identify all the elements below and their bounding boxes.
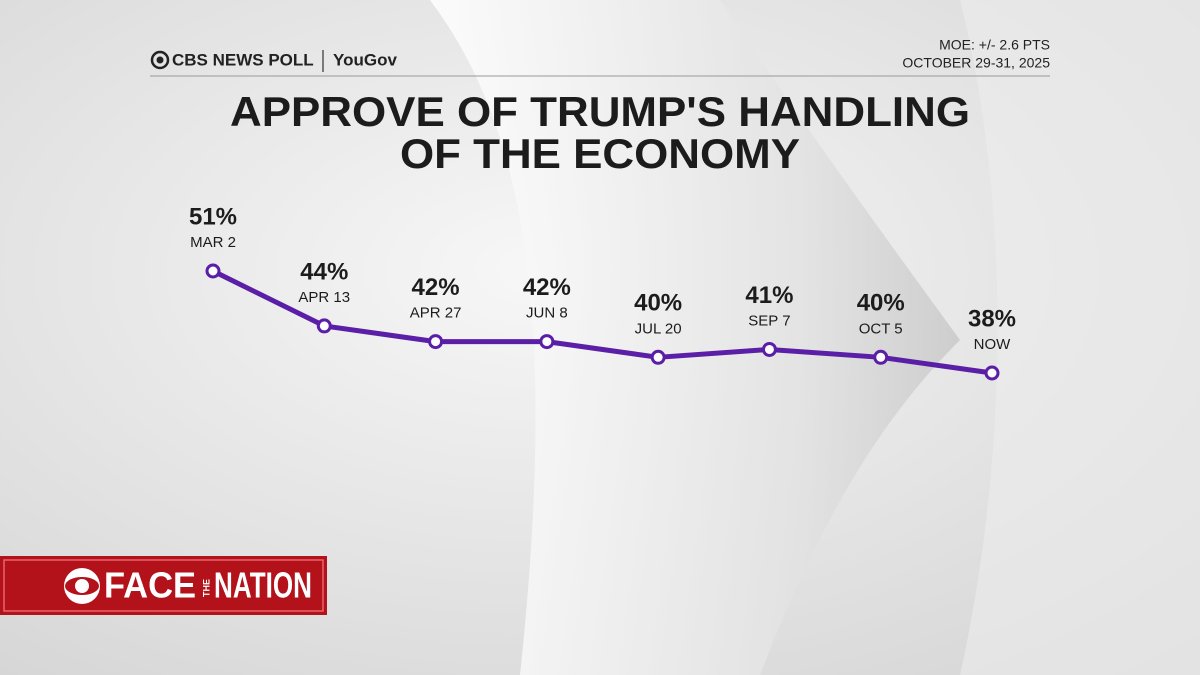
logo-border	[3, 559, 324, 612]
category-label: JUN 8	[526, 305, 568, 322]
category-label: MAR 2	[190, 234, 236, 251]
logo-nation: NATION	[214, 565, 312, 606]
chart-title: APPROVE OF TRUMP'S HANDLING	[230, 88, 970, 135]
header: CBS NEWS POLL YouGov MOE: +/- 2.6 PTS OC…	[150, 37, 1050, 77]
cbs-eye	[156, 56, 164, 64]
chart-title: OF THE ECONOMY	[400, 130, 800, 177]
line	[211, 268, 993, 376]
value-label: 51%	[189, 203, 237, 230]
category-label: JUL 20	[635, 320, 682, 337]
category-label: APR 13	[298, 289, 350, 306]
category-label: SEP 7	[748, 312, 790, 329]
logo-the: THE	[201, 579, 211, 597]
value-label: 41%	[745, 282, 793, 309]
background-shape	[960, 0, 1200, 675]
point	[205, 263, 221, 279]
point	[761, 341, 777, 357]
show-logo: FACE THE NATION	[0, 556, 327, 615]
value-label: 42%	[412, 274, 460, 301]
point	[428, 334, 444, 350]
point	[984, 365, 1000, 381]
point	[539, 334, 555, 350]
point	[316, 318, 332, 334]
value-label: 40%	[857, 290, 905, 317]
category-label: NOW	[974, 336, 1012, 353]
value-label: 38%	[968, 305, 1016, 332]
value-label: 44%	[300, 258, 348, 285]
poll-dates: OCTOBER 29-31, 2025	[902, 55, 1050, 71]
category-label: OCT 5	[859, 320, 903, 337]
logo-box	[0, 556, 327, 615]
cbs-eye	[75, 579, 89, 593]
moe: MOE: +/- 2.6 PTS	[939, 37, 1050, 53]
value-label: 42%	[523, 274, 571, 301]
value-label: 40%	[634, 290, 682, 317]
category-label: APR 27	[410, 305, 462, 322]
logo-face: FACE	[104, 565, 196, 606]
poll-source: CBS NEWS POLL	[172, 50, 314, 69]
poll-partner: YouGov	[333, 50, 397, 69]
point	[873, 349, 889, 365]
point	[650, 349, 666, 365]
cbs-eye	[150, 50, 170, 70]
background-shape	[430, 0, 960, 675]
plot: 51% MAR 2 44% APR 13 42% APR 27 42% JUN 8 40% JUL…	[189, 203, 1016, 381]
